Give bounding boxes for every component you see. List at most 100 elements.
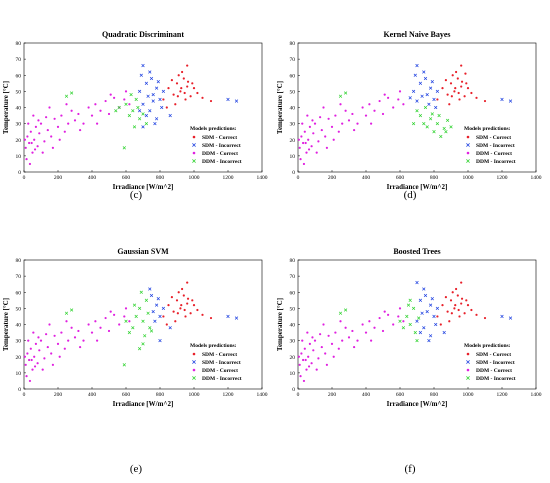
data-point (144, 81, 149, 85)
data-point (172, 310, 175, 313)
data-point (107, 112, 111, 116)
panel-caption: (d) (404, 189, 417, 201)
data-point (117, 105, 121, 110)
data-point (127, 330, 132, 335)
data-point (397, 315, 400, 318)
data-point (131, 109, 135, 113)
data-point (186, 302, 189, 305)
data-point (168, 113, 172, 118)
legend-box (460, 339, 534, 385)
data-point (439, 323, 442, 326)
legend-marker (466, 159, 470, 163)
x-tick-label: 200 (328, 175, 337, 181)
y-tick-label: 20 (16, 355, 22, 361)
data-point (408, 322, 412, 327)
legend-entry: SDM - Correct (202, 352, 237, 358)
data-point (475, 313, 478, 316)
data-point (30, 358, 33, 362)
data-point (297, 138, 300, 141)
data-point (397, 98, 400, 101)
x-tick-label: 0 (23, 175, 26, 181)
series-3 (64, 290, 154, 367)
legend-marker (192, 360, 196, 364)
data-point (330, 342, 334, 345)
data-point (43, 140, 46, 143)
data-point (114, 109, 118, 113)
data-point (428, 86, 433, 90)
data-point (73, 336, 77, 339)
y-tick-label: 30 (290, 339, 296, 345)
legend-title: Models predictions: (464, 343, 511, 349)
data-point (446, 310, 449, 313)
data-point (398, 90, 402, 93)
legend-entry: SDM - Incorrect (202, 360, 241, 366)
data-point (181, 287, 184, 291)
x-axis-label: Irradiance [W/m^2] (387, 183, 448, 191)
data-point (444, 295, 447, 299)
data-point (113, 313, 116, 316)
data-point (460, 64, 463, 67)
data-point (330, 125, 334, 128)
data-point (460, 281, 463, 284)
data-point (411, 121, 416, 126)
legend-marker (192, 143, 196, 147)
data-point (449, 125, 453, 129)
data-point (448, 320, 451, 323)
y-tick-label: 50 (290, 306, 296, 312)
x-axis-label: Irradiance [W/m^2] (387, 400, 448, 408)
data-point (299, 375, 302, 378)
data-point (356, 122, 359, 125)
legend-entry: DDM - Incorrect (202, 376, 242, 382)
data-point (428, 334, 433, 338)
data-point (124, 90, 128, 93)
data-point (196, 91, 199, 95)
y-tick-label: 80 (290, 41, 296, 47)
data-point (466, 304, 470, 307)
data-point (90, 331, 94, 334)
data-point (184, 315, 187, 318)
data-point (33, 138, 36, 141)
data-point (99, 326, 102, 329)
data-point (302, 162, 306, 166)
data-point (475, 96, 478, 99)
data-point (324, 135, 327, 138)
data-point (307, 365, 311, 368)
data-point (436, 98, 439, 101)
data-point (315, 368, 318, 371)
data-point (109, 93, 112, 96)
data-point (392, 106, 395, 109)
data-point (36, 145, 39, 148)
data-point (90, 114, 94, 117)
data-point (109, 310, 112, 313)
legend-entry: DDM - Correct (202, 368, 238, 374)
data-point (439, 134, 443, 139)
y-tick-label: 40 (16, 106, 22, 112)
data-point (337, 347, 340, 350)
data-point (189, 95, 192, 98)
data-point (422, 121, 426, 126)
data-point (26, 135, 29, 138)
data-point (160, 105, 164, 110)
data-point (300, 135, 303, 138)
data-point (337, 130, 340, 133)
data-point (422, 70, 426, 74)
data-point (430, 112, 434, 116)
data-point (417, 316, 421, 320)
data-point (107, 329, 111, 333)
data-point (67, 339, 70, 342)
data-point (162, 98, 165, 101)
data-point (87, 106, 90, 109)
data-point (454, 87, 457, 90)
data-point (31, 368, 34, 371)
data-point (70, 326, 73, 329)
x-tick-label: 1200 (223, 392, 234, 398)
legend-entry: DDM - Incorrect (476, 159, 516, 165)
legend-entry: DDM - Incorrect (202, 159, 242, 165)
data-point (39, 122, 43, 125)
data-point (186, 281, 189, 284)
data-point (408, 298, 412, 302)
data-point (500, 97, 504, 102)
data-point (338, 94, 343, 98)
data-point (182, 77, 185, 80)
